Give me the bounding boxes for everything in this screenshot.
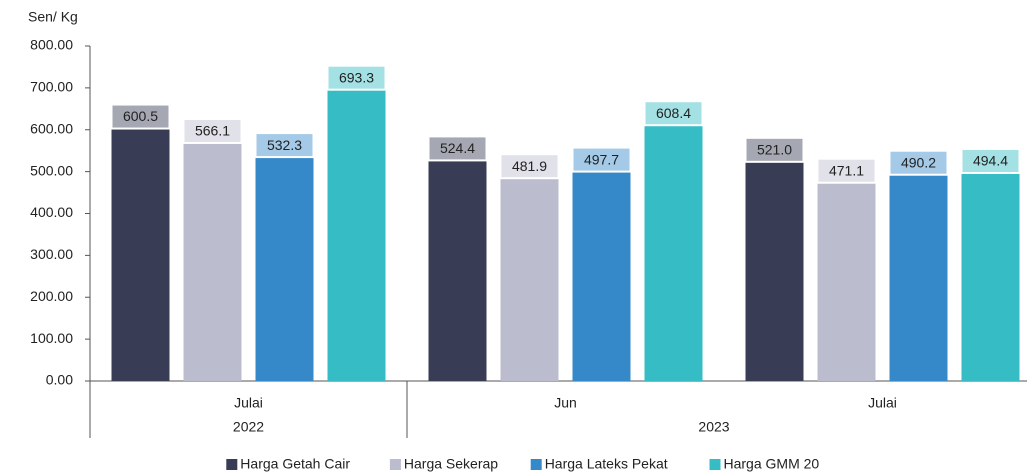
x-tick-label: Julai (234, 395, 263, 411)
value-label-box (256, 134, 313, 157)
bar (111, 129, 170, 381)
y-tick-label: 800.00 (30, 37, 73, 53)
value-label: 600.5 (123, 108, 158, 124)
value-label: 566.1 (195, 123, 230, 139)
x-tick-label: Julai (868, 395, 897, 411)
group-label: 2023 (698, 419, 729, 435)
legend-swatch (530, 459, 542, 470)
value-label-box (645, 102, 702, 125)
y-tick-label: 0.00 (46, 372, 73, 388)
value-label: 524.4 (440, 140, 475, 156)
value-label: 693.3 (339, 69, 374, 85)
value-label-box (746, 138, 803, 161)
value-label-box (501, 155, 558, 178)
y-tick-label: 400.00 (30, 204, 73, 220)
bar (428, 161, 487, 381)
bar (817, 183, 876, 381)
legend-swatch (226, 459, 238, 470)
value-label: 521.0 (757, 142, 792, 158)
y-tick-label: 100.00 (30, 330, 73, 346)
bar (889, 175, 948, 381)
group-label: 2022 (233, 419, 264, 435)
value-label-box (573, 148, 630, 171)
value-label: 497.7 (584, 151, 619, 167)
value-label-box (429, 137, 486, 160)
value-label-box (962, 149, 1019, 172)
value-label-box (112, 105, 169, 128)
legend-swatch (709, 459, 721, 470)
value-label: 481.9 (512, 158, 547, 174)
y-axis-label: Sen/ Kg (28, 9, 78, 25)
value-label-box (328, 66, 385, 89)
bar (500, 179, 559, 381)
value-label: 494.4 (973, 153, 1008, 169)
bar (572, 172, 631, 381)
bar (255, 158, 314, 381)
y-tick-label: 200.00 (30, 288, 73, 304)
x-tick-label: Jun (554, 395, 577, 411)
bar (327, 90, 386, 381)
y-tick-label: 500.00 (30, 162, 73, 178)
legend-swatch (389, 459, 401, 470)
legend-label: Harga GMM 20 (724, 456, 820, 472)
y-tick-label: 700.00 (30, 79, 73, 95)
value-label-box (818, 159, 875, 182)
value-label-box (184, 119, 241, 142)
bar (961, 173, 1020, 381)
legend-label: Harga Sekerap (404, 456, 498, 472)
y-tick-label: 300.00 (30, 246, 73, 262)
value-label: 532.3 (267, 137, 302, 153)
legend-label: Harga Lateks Pekat (545, 456, 668, 472)
bar (183, 143, 242, 381)
bar (745, 162, 804, 381)
y-tick-label: 600.00 (30, 120, 73, 136)
value-label-box (890, 151, 947, 174)
value-label: 471.1 (829, 162, 864, 178)
value-label: 608.4 (656, 105, 691, 121)
legend-label: Harga Getah Cair (240, 456, 350, 472)
value-label: 490.2 (901, 154, 936, 170)
bar (644, 126, 703, 381)
